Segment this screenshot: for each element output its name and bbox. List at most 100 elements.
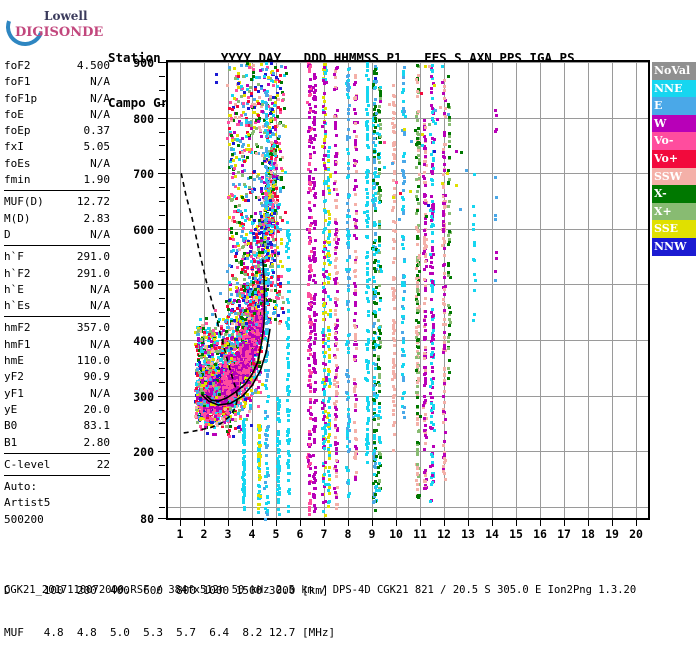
echo-point — [260, 272, 263, 275]
param-value: 110.0 — [76, 354, 110, 368]
echo-point — [267, 195, 270, 198]
echo-point — [224, 333, 227, 336]
echo-point — [259, 259, 262, 262]
echo-point — [263, 131, 266, 134]
echo-point — [260, 350, 263, 353]
echo-point — [257, 264, 260, 267]
echo-point — [265, 230, 268, 233]
echo-point — [227, 308, 230, 311]
param-key: hmF2 — [4, 321, 31, 335]
echo-point — [255, 243, 258, 246]
echo-point — [228, 341, 231, 344]
echo-point — [268, 159, 271, 162]
echo-point — [229, 425, 232, 428]
param-key: fmin — [4, 173, 31, 187]
param-row-hf2: h`F2 291.0 — [4, 266, 110, 282]
echo-point — [228, 435, 231, 438]
echo-point — [211, 313, 214, 316]
echo-point — [240, 285, 243, 288]
echo-point — [257, 405, 260, 408]
echo-point — [228, 351, 231, 354]
echo-point — [237, 325, 240, 328]
echo-point — [217, 356, 220, 359]
echo-point — [260, 226, 263, 229]
param-row-fof1: foF1 N/A — [4, 74, 110, 90]
param-row-ye: yE 20.0 — [4, 402, 110, 418]
param-value: 20.0 — [83, 402, 111, 416]
echo-point — [273, 173, 276, 176]
echo-point — [250, 389, 253, 392]
param-value: 5.05 — [83, 140, 111, 154]
echo-point — [254, 280, 257, 283]
logo-digisonde-text: DIGISONDE — [15, 25, 104, 40]
echo-point — [232, 343, 235, 346]
param-key: foE — [4, 107, 24, 121]
param-key: yF2 — [4, 370, 24, 384]
param-row-hes: h`Es N/A — [4, 298, 110, 314]
echo-point — [217, 320, 220, 323]
grid-line-horizontal — [168, 284, 648, 285]
echo-point — [234, 341, 237, 344]
auto-line: 500200 — [4, 512, 44, 526]
echo-point — [272, 185, 275, 188]
echo-point — [246, 318, 249, 321]
grid-line-vertical — [540, 62, 541, 518]
grid-line-vertical — [228, 62, 229, 518]
param-key: C-level — [4, 457, 51, 471]
param-row-yf1: yF1 N/A — [4, 386, 110, 402]
echo-point — [236, 266, 239, 269]
echo-point — [235, 316, 238, 319]
grid-line-horizontal — [168, 62, 648, 63]
param-row-fmin: fmin 1.90 — [4, 172, 110, 188]
param-key: yE — [4, 402, 18, 416]
echo-point — [271, 252, 274, 255]
param-row-hme: hmE 110.0 — [4, 353, 110, 369]
echo-point — [244, 287, 247, 290]
param-row-hmf2: hmF2 357.0 — [4, 320, 110, 336]
param-value: 291.0 — [76, 266, 110, 280]
echo-point — [276, 203, 279, 206]
param-group-clevel: C-level 22 — [4, 457, 110, 473]
echo-point — [259, 391, 262, 394]
grid-line-vertical — [588, 62, 589, 518]
param-group-virtual-heights: h`F 291.0 h`F2 291.0 h`E N/A h`Es N/A — [4, 249, 110, 314]
echo-point — [241, 319, 244, 322]
echo-point — [235, 325, 238, 328]
echo-point — [247, 290, 250, 293]
echo-point — [264, 518, 267, 521]
echo-point — [224, 412, 227, 415]
param-row-b1: B1 2.80 — [4, 435, 110, 451]
echo-point — [260, 261, 263, 264]
divider — [4, 190, 110, 192]
echo-point — [254, 265, 257, 268]
echo-point — [222, 336, 225, 339]
echo-point — [257, 230, 260, 233]
param-key: h`F — [4, 250, 24, 264]
grid-line-horizontal — [168, 451, 648, 452]
param-row-d: D N/A — [4, 227, 110, 243]
echo-point — [249, 404, 252, 407]
ionogram-plot[interactable] — [166, 60, 650, 521]
echo-point — [239, 417, 242, 420]
param-value: N/A — [90, 227, 110, 241]
echo-point — [248, 295, 251, 298]
grid-line-vertical — [468, 62, 469, 518]
echo-point — [261, 383, 264, 386]
grid-line-vertical — [180, 62, 181, 518]
param-key: B1 — [4, 435, 18, 449]
echo-point — [255, 274, 258, 277]
echo-point — [268, 214, 271, 217]
echo-point — [221, 425, 224, 428]
param-key: yF1 — [4, 386, 24, 400]
echo-point — [225, 330, 228, 333]
echo-point — [260, 360, 263, 363]
echo-point — [238, 430, 241, 433]
echo-point — [249, 300, 252, 303]
echo-point — [232, 301, 235, 304]
param-value: N/A — [90, 107, 110, 121]
echo-point — [253, 295, 256, 298]
echo-point — [271, 217, 274, 220]
echo-point — [251, 304, 254, 307]
echo-point — [261, 248, 264, 251]
param-key: foEp — [4, 124, 31, 138]
